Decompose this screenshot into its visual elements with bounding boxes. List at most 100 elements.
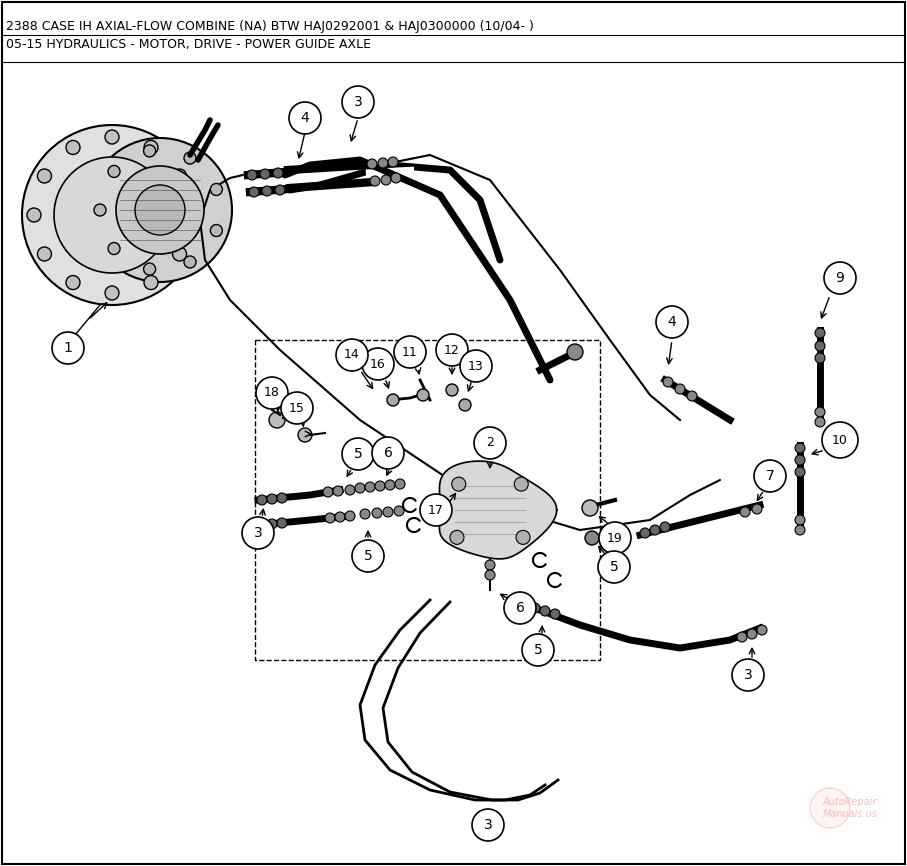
Circle shape bbox=[795, 467, 805, 477]
Circle shape bbox=[144, 140, 158, 154]
Circle shape bbox=[143, 145, 156, 157]
Circle shape bbox=[37, 247, 52, 261]
Circle shape bbox=[172, 169, 187, 183]
Circle shape bbox=[257, 495, 267, 505]
Circle shape bbox=[108, 165, 120, 178]
Text: 15: 15 bbox=[289, 402, 305, 415]
Circle shape bbox=[355, 483, 365, 493]
Circle shape bbox=[585, 531, 599, 545]
Text: 5: 5 bbox=[354, 447, 363, 461]
Circle shape bbox=[336, 339, 368, 371]
Circle shape bbox=[452, 477, 466, 491]
Circle shape bbox=[383, 507, 393, 517]
Circle shape bbox=[815, 328, 825, 338]
Circle shape bbox=[417, 389, 429, 401]
Circle shape bbox=[277, 493, 287, 503]
Circle shape bbox=[345, 511, 355, 521]
Circle shape bbox=[325, 513, 335, 523]
Circle shape bbox=[385, 480, 395, 490]
Circle shape bbox=[289, 102, 321, 134]
Circle shape bbox=[394, 336, 426, 368]
Circle shape bbox=[378, 158, 388, 168]
Circle shape bbox=[815, 417, 825, 427]
Circle shape bbox=[381, 175, 391, 185]
Circle shape bbox=[105, 130, 119, 144]
Circle shape bbox=[514, 477, 528, 491]
Circle shape bbox=[795, 525, 805, 535]
Text: 3: 3 bbox=[483, 818, 493, 832]
Text: 3: 3 bbox=[744, 668, 753, 682]
Circle shape bbox=[640, 528, 650, 538]
Circle shape bbox=[387, 394, 399, 406]
Circle shape bbox=[391, 173, 401, 183]
Circle shape bbox=[262, 186, 272, 196]
Circle shape bbox=[247, 170, 257, 180]
Circle shape bbox=[210, 224, 222, 236]
Circle shape bbox=[656, 306, 688, 338]
Circle shape bbox=[810, 788, 850, 828]
Circle shape bbox=[342, 438, 374, 470]
Circle shape bbox=[144, 275, 158, 289]
Circle shape bbox=[540, 606, 550, 616]
Circle shape bbox=[210, 184, 222, 196]
Circle shape bbox=[370, 176, 380, 186]
Circle shape bbox=[757, 625, 767, 635]
Text: 1: 1 bbox=[63, 341, 73, 355]
Circle shape bbox=[504, 592, 536, 624]
Text: 10: 10 bbox=[832, 434, 848, 447]
Circle shape bbox=[395, 479, 405, 489]
Circle shape bbox=[459, 399, 471, 411]
Circle shape bbox=[754, 460, 786, 492]
Circle shape bbox=[335, 512, 345, 522]
Text: 16: 16 bbox=[370, 358, 385, 371]
Circle shape bbox=[732, 659, 764, 691]
Circle shape bbox=[267, 494, 277, 504]
Circle shape bbox=[323, 487, 333, 497]
Text: 4: 4 bbox=[300, 111, 309, 125]
Circle shape bbox=[367, 159, 377, 169]
Circle shape bbox=[94, 204, 106, 216]
Circle shape bbox=[815, 341, 825, 351]
Text: 5: 5 bbox=[533, 643, 542, 657]
Circle shape bbox=[273, 168, 283, 178]
Circle shape bbox=[52, 332, 84, 364]
Circle shape bbox=[249, 187, 259, 197]
Circle shape bbox=[815, 353, 825, 363]
Text: 17: 17 bbox=[428, 503, 444, 516]
Circle shape bbox=[660, 522, 670, 532]
Circle shape bbox=[66, 275, 80, 289]
Circle shape bbox=[740, 507, 750, 517]
Text: 12: 12 bbox=[444, 344, 460, 357]
Circle shape bbox=[242, 517, 274, 549]
Circle shape bbox=[66, 140, 80, 154]
Polygon shape bbox=[440, 461, 557, 559]
Circle shape bbox=[375, 481, 385, 491]
Circle shape bbox=[37, 169, 52, 183]
Circle shape bbox=[281, 392, 313, 424]
Circle shape bbox=[550, 609, 560, 619]
Circle shape bbox=[172, 247, 187, 261]
Circle shape bbox=[184, 152, 196, 164]
Text: 9: 9 bbox=[835, 271, 844, 285]
Circle shape bbox=[275, 185, 285, 195]
Text: 2388 CASE IH AXIAL-FLOW COMBINE (NA) BTW HAJ0292001 & HAJ0300000 (10/04- ): 2388 CASE IH AXIAL-FLOW COMBINE (NA) BTW… bbox=[6, 20, 534, 33]
Text: 3: 3 bbox=[254, 526, 262, 540]
Circle shape bbox=[345, 485, 355, 495]
Text: AutoRepair
Manuals.us: AutoRepair Manuals.us bbox=[823, 798, 877, 818]
Text: 14: 14 bbox=[344, 348, 360, 361]
Circle shape bbox=[650, 525, 660, 535]
Circle shape bbox=[795, 443, 805, 453]
Circle shape bbox=[372, 437, 404, 469]
Circle shape bbox=[675, 384, 685, 394]
Circle shape bbox=[663, 377, 673, 387]
Circle shape bbox=[360, 509, 370, 519]
Text: 5: 5 bbox=[364, 549, 373, 563]
Circle shape bbox=[183, 208, 197, 222]
Circle shape bbox=[143, 263, 156, 275]
Circle shape bbox=[485, 570, 495, 580]
Text: 05-15 HYDRAULICS - MOTOR, DRIVE - POWER GUIDE AXLE: 05-15 HYDRAULICS - MOTOR, DRIVE - POWER … bbox=[6, 38, 371, 51]
Circle shape bbox=[277, 518, 287, 528]
Text: 7: 7 bbox=[766, 469, 775, 483]
Circle shape bbox=[485, 560, 495, 570]
Text: 3: 3 bbox=[354, 95, 363, 109]
